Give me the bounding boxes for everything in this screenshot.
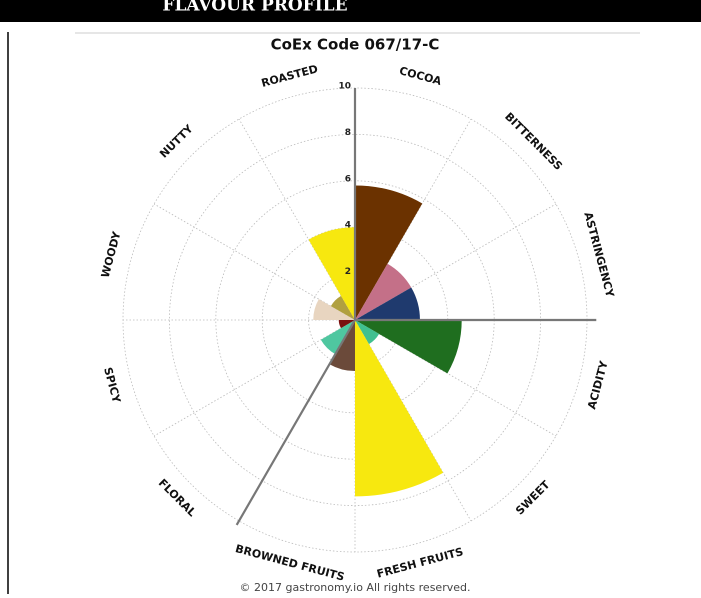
category-label: NUTTY bbox=[157, 122, 196, 161]
r-tick-label: 8 bbox=[345, 128, 351, 138]
bar bbox=[355, 320, 380, 345]
bar bbox=[330, 295, 355, 320]
category-label: ROASTED bbox=[260, 62, 320, 90]
bar bbox=[320, 320, 355, 355]
footer: © 2017 gastronomy.io All rights reserved… bbox=[240, 581, 471, 594]
bar bbox=[338, 320, 355, 329]
bar bbox=[355, 263, 412, 320]
bar bbox=[355, 320, 462, 374]
r-tick-label: 2 bbox=[345, 267, 351, 277]
grid-spoke bbox=[153, 319, 356, 437]
r-tick-label: 4 bbox=[345, 221, 351, 231]
bar bbox=[308, 227, 355, 320]
category-label: COCOA bbox=[398, 64, 443, 88]
category-label: SPICY bbox=[101, 366, 123, 405]
chart-title: CoEx Code 067/17-C bbox=[271, 36, 440, 54]
bar bbox=[313, 299, 355, 320]
bar bbox=[355, 185, 423, 320]
bar bbox=[355, 320, 444, 497]
category-label: WOODY bbox=[99, 229, 124, 279]
category-label: ASTRINGENCY bbox=[581, 211, 616, 300]
header-title: FLAVOUR PROFILE bbox=[162, 0, 347, 16]
r-tick-label: 10 bbox=[338, 82, 351, 92]
r-tick-label: 6 bbox=[345, 174, 351, 184]
header-bar bbox=[0, 0, 701, 22]
grid-spoke bbox=[238, 118, 356, 321]
category-label: FRESH FRUITS bbox=[375, 545, 464, 581]
category-label: BITTERNESS bbox=[502, 110, 565, 173]
category-label: FLORAL bbox=[156, 476, 199, 519]
category-label: SWEET bbox=[513, 478, 553, 518]
category-label: ACIDITY bbox=[585, 359, 611, 411]
grid-spoke bbox=[354, 319, 557, 437]
axis-line bbox=[235, 319, 356, 526]
category-label: BROWNED FRUITS bbox=[234, 542, 346, 584]
bar bbox=[355, 287, 420, 320]
